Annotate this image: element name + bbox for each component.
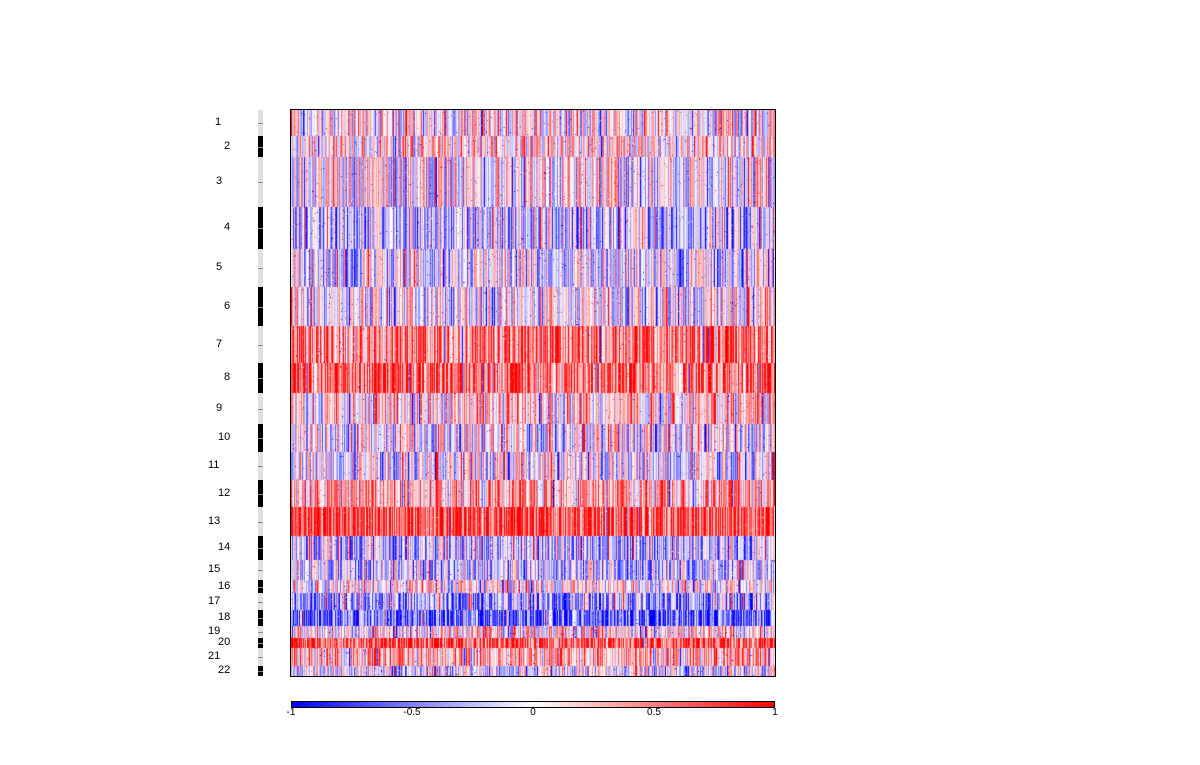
- chromosome-center-tick: [258, 522, 263, 523]
- chromosome-center-tick: [258, 409, 263, 410]
- chromosome-bar: [258, 110, 263, 676]
- chromosome-segment-6: [258, 287, 263, 326]
- chromosome-label-6: 6: [224, 299, 231, 312]
- copy-number-heatmap: [291, 110, 775, 676]
- chromosome-center-tick: [258, 602, 263, 603]
- chromosome-segment-13: [258, 507, 263, 536]
- chromosome-label-3: 3: [216, 175, 223, 187]
- chromosome-center-tick: [258, 657, 263, 658]
- chromosome-label-16: 16: [218, 579, 231, 592]
- chromosome-center-tick: [258, 378, 263, 379]
- chromosome-center-tick: [258, 182, 263, 183]
- chromosome-label-1: 1: [215, 116, 222, 128]
- colorbar-tick-label: 1: [772, 707, 778, 718]
- chromosome-label-10: 10: [218, 431, 231, 443]
- chromosome-center-tick: [258, 643, 263, 644]
- chromosome-label-21: 21: [208, 650, 221, 662]
- chromosome-label-22: 22: [218, 664, 231, 676]
- chromosome-label-13: 13: [208, 514, 221, 527]
- colorbar-tick-label: -1: [286, 707, 296, 718]
- chromosome-segment-17: [258, 593, 263, 610]
- chromosome-label-12: 12: [218, 486, 231, 499]
- chromosome-center-tick: [258, 632, 263, 633]
- chromosome-center-tick: [258, 307, 263, 308]
- chromosome-center-tick: [258, 548, 263, 549]
- chromosome-label-17: 17: [208, 594, 221, 607]
- chromosome-center-tick: [258, 123, 263, 124]
- chromosome-label-15: 15: [208, 563, 221, 575]
- chromosome-segment-9: [258, 393, 263, 424]
- chromosome-center-tick: [258, 587, 263, 588]
- chromosome-label-5: 5: [216, 261, 223, 273]
- chromosome-label-11: 11: [208, 459, 220, 471]
- chromosome-label-2: 2: [224, 139, 231, 152]
- chromosome-center-tick: [258, 466, 263, 467]
- chromosome-label-19: 19: [208, 625, 221, 637]
- chromosome-center-tick: [258, 671, 263, 672]
- colorbar-tick-label: -0.5: [403, 707, 421, 718]
- chromosome-label-14: 14: [218, 541, 231, 553]
- chromosome-label-4: 4: [224, 221, 231, 233]
- colorbar-tick-label: 0: [530, 707, 536, 718]
- chromosome-segment-16: [258, 580, 263, 593]
- chromosome-segment-2: [258, 136, 263, 157]
- colorbar-tick-label: 0.5: [647, 707, 661, 718]
- chromosome-segment-12: [258, 480, 263, 507]
- chromosome-center-tick: [258, 494, 263, 495]
- chromosome-label-9: 9: [216, 401, 223, 414]
- chromosome-label-7: 7: [216, 337, 223, 350]
- chromosome-label-8: 8: [224, 371, 231, 383]
- chromosome-center-tick: [258, 228, 263, 229]
- chromosome-center-tick: [258, 438, 263, 439]
- chromosome-label-20: 20: [218, 636, 231, 648]
- chromosome-center-tick: [258, 345, 263, 346]
- chromosome-center-tick: [258, 570, 263, 571]
- chromosome-segment-7: [258, 326, 263, 363]
- chromosome-center-tick: [258, 268, 263, 269]
- colorbar: [291, 701, 775, 708]
- chromosome-center-tick: [258, 147, 263, 148]
- chromosome-label-18: 18: [218, 611, 231, 623]
- chromosome-center-tick: [258, 618, 263, 619]
